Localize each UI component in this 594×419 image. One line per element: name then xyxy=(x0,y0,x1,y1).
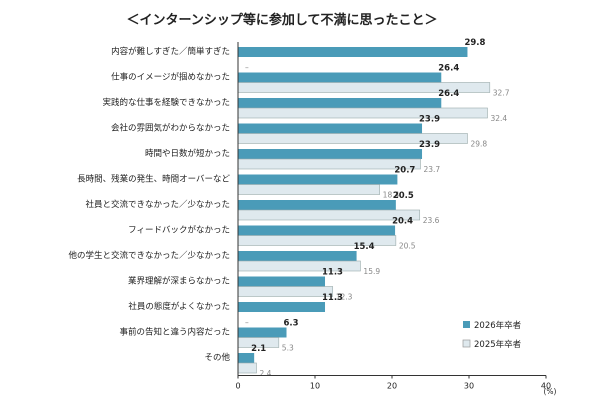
value-label-2025: 32.4 xyxy=(490,114,507,123)
value-label-2025: 32.7 xyxy=(493,89,510,98)
bar-2025 xyxy=(237,107,488,119)
bar-2025 xyxy=(237,362,257,374)
category-label: 実践的な仕事を経験できなかった xyxy=(102,97,230,108)
x-tick-label: 0 xyxy=(235,382,240,391)
bar-2026 xyxy=(238,98,442,108)
category-label: その他 xyxy=(204,352,230,363)
legend-swatch-2026 xyxy=(463,321,470,328)
bar-2025 xyxy=(237,158,421,170)
bar-2026 xyxy=(238,174,398,185)
value-label-2026: 6.3 xyxy=(284,319,299,329)
value-label-2026: 23.9 xyxy=(419,115,440,125)
bar-2026 xyxy=(238,353,255,363)
x-tick-label: 10 xyxy=(310,382,320,391)
x-tick-label: 30 xyxy=(464,382,474,391)
category-label: 社員と交流できなかった／少なかった xyxy=(85,199,230,210)
bar-2025 xyxy=(237,184,380,195)
value-label-2026: 26.4 xyxy=(438,64,459,74)
category-label: 業界理解が深まらなかった xyxy=(128,276,230,287)
bar-2026 xyxy=(238,149,423,159)
bar-2026 xyxy=(238,276,326,287)
category-label: 会社の雰囲気がわからなかった xyxy=(111,123,230,134)
value-label-2025: 23.7 xyxy=(423,165,440,174)
value-label-2025: 12.3 xyxy=(336,293,353,302)
bar-2026 xyxy=(238,72,442,83)
legend: 2026年卒者 2025年卒者 xyxy=(462,320,522,350)
value-label-2025: 29.8 xyxy=(470,140,487,149)
bar-2025 xyxy=(237,286,334,297)
x-tick-label: 40 xyxy=(541,382,551,391)
bar-2026 xyxy=(238,47,468,57)
value-label-2025: 23.6 xyxy=(423,216,440,225)
category-label: 事前の告知と違う内容だった xyxy=(119,327,230,338)
value-label-2025: 20.5 xyxy=(399,242,416,251)
category-label: 内容が難しすぎた／簡単すぎた xyxy=(111,46,230,57)
bar-2026 xyxy=(238,123,423,134)
bar-2026 xyxy=(238,327,287,338)
legend-swatch-2025 xyxy=(462,339,471,348)
value-label-2026: 11.3 xyxy=(322,268,343,278)
value-label-2026: 26.4 xyxy=(438,89,459,99)
value-label-2026: 20.7 xyxy=(394,166,415,176)
chart-title: ＜インターンシップ等に参加して不満に思ったこと＞ xyxy=(127,12,438,28)
bar-2026 xyxy=(238,200,396,210)
category-label: 仕事のイメージが掴めなかった xyxy=(111,72,230,83)
value-label-2025: – xyxy=(245,63,249,72)
value-label-2026: 23.9 xyxy=(419,140,440,150)
value-label-2025: 2.4 xyxy=(259,369,271,378)
bars-layer: 内容が難しすぎた／簡単すぎた 29.8 – 仕事のイメージが掴めなかった 26.4 32.… xyxy=(68,38,509,378)
x-tick-label: 20 xyxy=(387,382,397,391)
legend-label-2026: 2026年卒者 xyxy=(474,320,522,331)
value-label-2025: 15.9 xyxy=(363,267,380,276)
category-label: 社員の態度がよくなかった xyxy=(128,301,230,312)
value-label-2026: 2.1 xyxy=(251,344,266,354)
category-label: 長時間、残業の発生、時間オーバーなど xyxy=(77,174,230,185)
value-axis-ticks: 0 10 20 30 40 xyxy=(235,375,551,391)
value-label-2025: 5.3 xyxy=(282,344,294,353)
value-label-2026: 11.3 xyxy=(322,293,343,303)
value-label-2026: 29.8 xyxy=(464,38,485,48)
category-label: 他の学生と交流できなかった／少なかった xyxy=(68,250,230,261)
value-label-2026: 20.5 xyxy=(393,191,414,201)
category-label: 時間や日数が短かった xyxy=(145,148,230,159)
bar-2026 xyxy=(238,251,357,261)
value-label-2026: 15.4 xyxy=(354,242,375,252)
value-label-2025: – xyxy=(245,318,249,327)
bar-2026 xyxy=(238,302,326,312)
legend-label-2025: 2025年卒者 xyxy=(474,339,522,350)
category-label: フィードバックがなかった xyxy=(128,225,230,236)
unit-label: (%) xyxy=(544,387,557,396)
value-label-2025: 18.4 xyxy=(383,191,400,200)
bar-2026 xyxy=(238,225,396,236)
value-label-2026: 20.4 xyxy=(392,217,413,227)
